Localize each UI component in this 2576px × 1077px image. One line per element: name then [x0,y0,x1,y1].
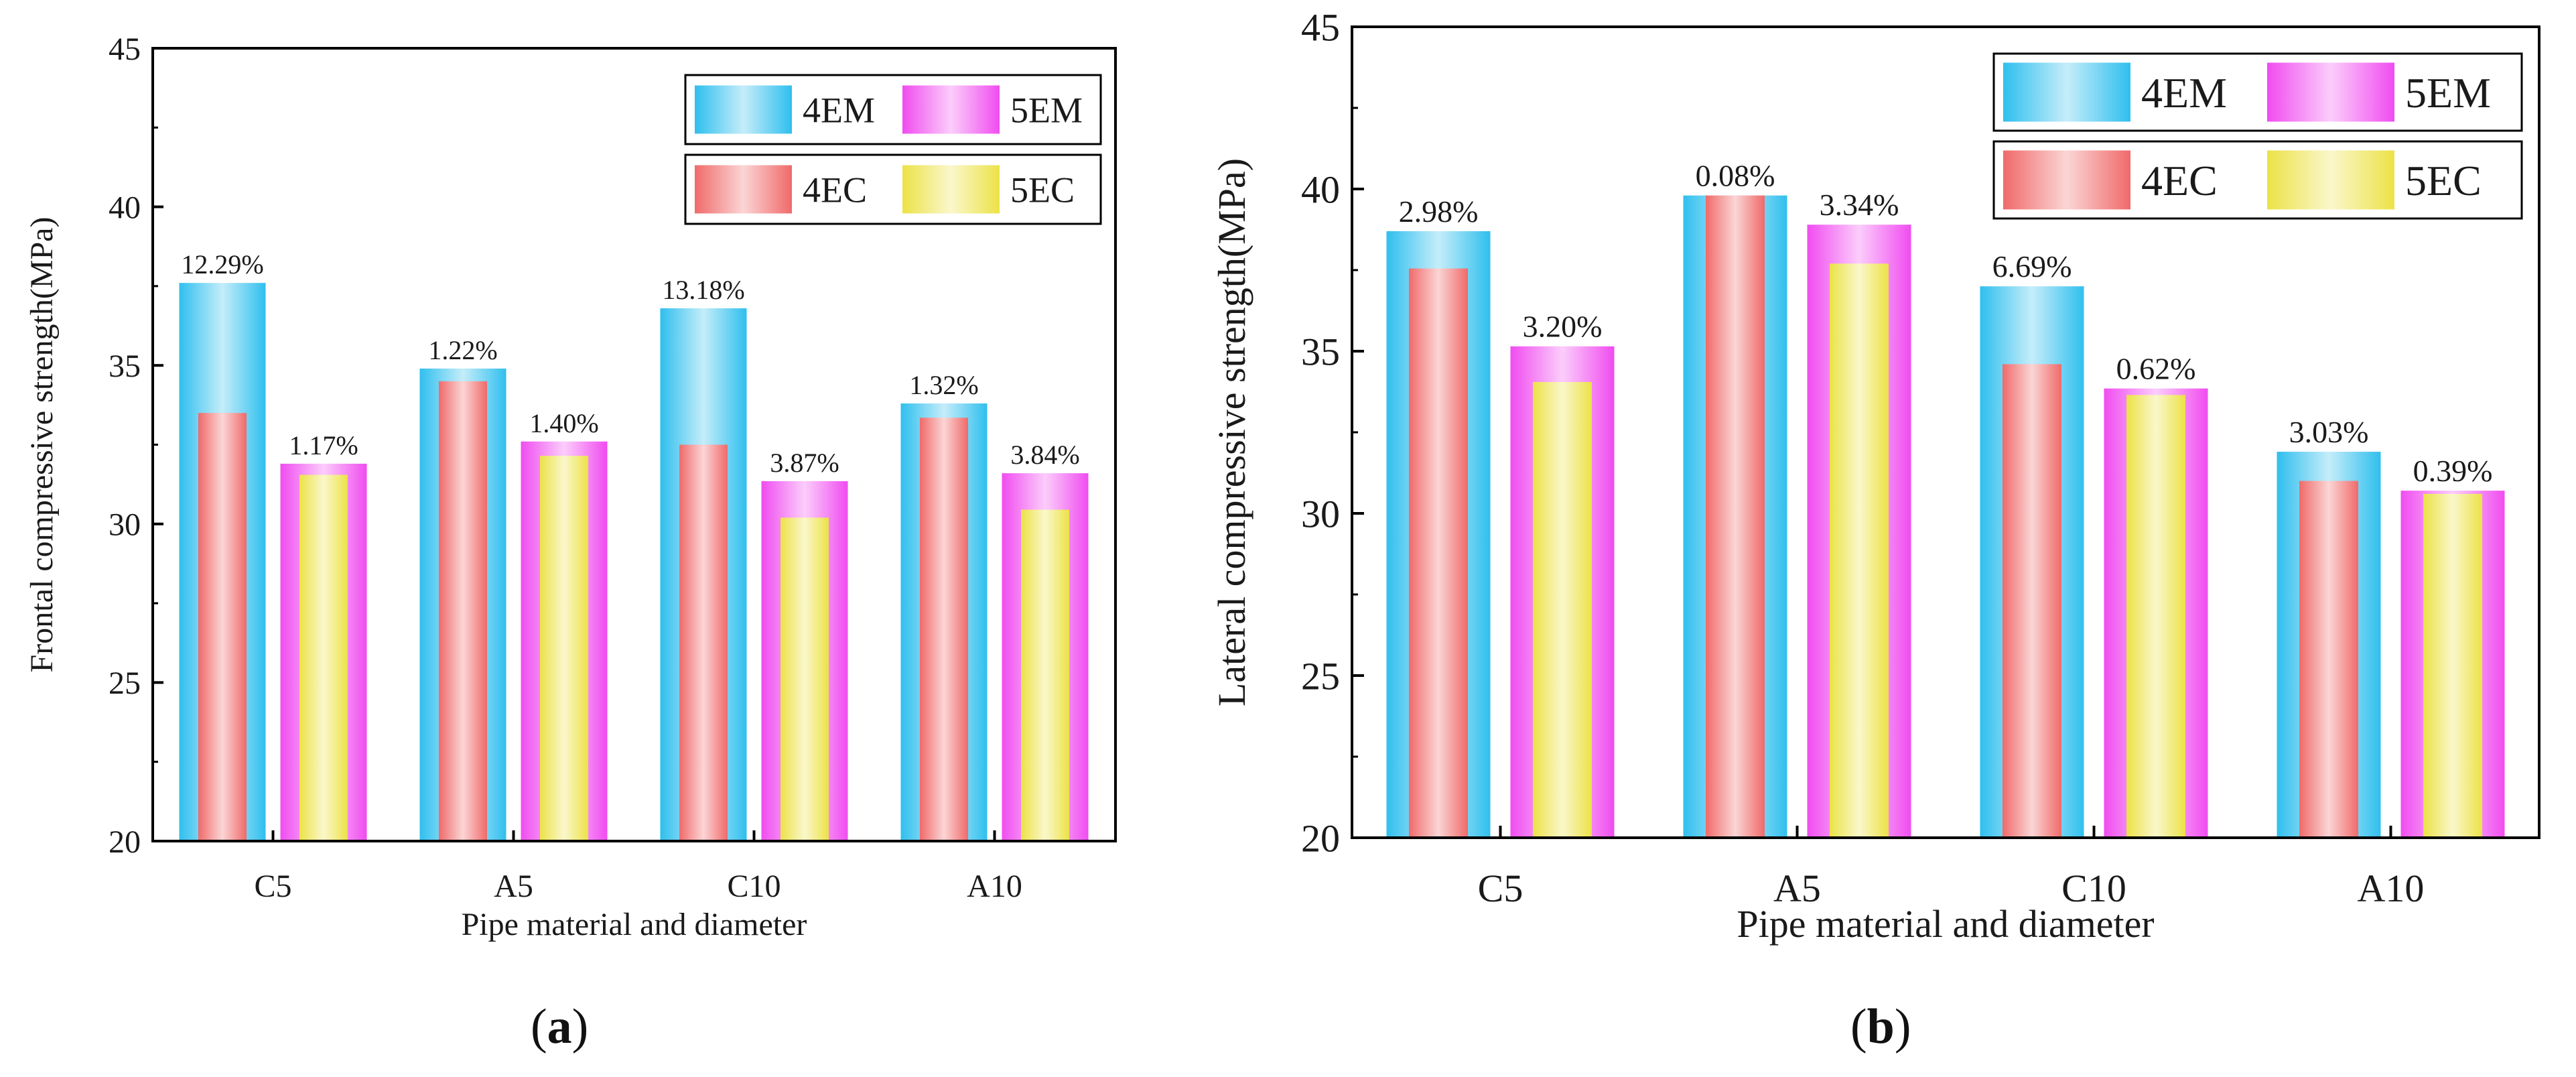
legend-label-4EC: 4EC [803,170,867,210]
legend-swatch-5EC [2267,150,2394,210]
caption-a-label: a [547,999,572,1054]
x-tick-label-A10: A10 [967,869,1022,904]
bar-C5-5EC [1533,381,1592,838]
bar-A5-5EC [540,456,588,841]
data-label-A10-4EM: 3.03% [2289,415,2369,449]
bar-A10-4EC [2299,481,2358,838]
bar-C5-4EC [198,413,247,841]
y-tick-label-35: 35 [1301,330,1340,373]
bar-A10-5EC [1021,509,1069,841]
y-tick-label-40: 40 [109,190,141,225]
bar-C10-4EC [2003,364,2061,838]
y-axis: 20 25 30 35 40 45 [109,31,163,860]
data-label-A5-5EM: 1.40% [529,408,598,438]
bar-A10-5EC [2423,493,2482,838]
x-axis-title: Pipe material and diameter [1737,902,2154,946]
y-axis: 20 25 30 35 40 45 [1301,5,1364,860]
y-tick-label-40: 40 [1301,168,1340,211]
caption-a: (a) [531,999,589,1054]
y-tick-label-30: 30 [109,507,141,543]
data-label-C10-4EM: 6.69% [1992,249,2072,283]
data-label-C10-5EM: 0.62% [2116,352,2196,386]
caption-b: (b) [1850,999,1911,1054]
legend: 4EM 5EM 4EC 5EC [684,74,1102,225]
data-label-A5-5EM: 3.34% [1820,188,1899,222]
x-tick-label-C5: C5 [254,869,291,904]
legend-label-4EM: 4EM [803,90,875,130]
bar-A5-5EC [1830,263,1889,838]
x-tick-label-A10: A10 [2358,867,2425,910]
x-tick-label-C5: C5 [1478,867,1523,910]
x-tick-label-A5: A5 [494,869,533,904]
bar-C10-4EC [679,444,728,841]
legend-swatch-5EM [2267,62,2394,122]
legend-label-5EM: 5EM [2405,69,2491,117]
legend-label-5EC: 5EC [2405,157,2482,204]
data-label-C10-5EM: 3.87% [770,448,839,478]
data-label-A5-4EM: 0.08% [1696,159,1775,193]
data-label-C5-5EM: 3.20% [1523,310,1603,344]
y-tick-label-45: 45 [109,31,141,67]
y-tick-label-30: 30 [1301,492,1340,535]
chart-a: 12.29% 1.17% 1.22% 1.40% 13.18% 3.87% 1.32% 3.8… [24,31,1117,942]
legend-swatch-5EM [902,85,1000,134]
y-tick-label-25: 25 [1301,654,1340,698]
legend-label-5EM: 5EM [1010,90,1083,130]
legend-label-4EC: 4EC [2141,157,2218,204]
bar-C5-5EC [299,474,348,841]
bars [1386,195,2505,838]
y-tick-label-45: 45 [1301,5,1340,49]
chart-b: 2.98% 3.20% 0.08% 3.34% 6.69% 0.62% 3.03% 0.39%… [1210,5,2540,946]
legend-label-4EM: 4EM [2141,69,2227,117]
data-labels: 12.29% 1.17% 1.22% 1.40% 13.18% 3.87% 1.32% 3.8… [181,249,1079,478]
caption-b-label: b [1867,999,1895,1054]
legend-swatch-4EC [2003,150,2130,210]
bars [179,283,1089,842]
x-axis: C5 A5 C10 A10 [254,830,1022,904]
bar-C10-5EC [2126,395,2185,838]
y-tick-label-20: 20 [1301,816,1340,860]
bar-A10-4EC [920,418,968,841]
legend-swatch-5EC [902,165,1000,214]
y-tick-label-20: 20 [109,824,141,860]
x-tick-label-C10: C10 [727,869,781,904]
bar-A5-4EC [439,381,487,841]
y-tick-label-35: 35 [109,349,141,384]
legend: 4EM 5EM 4EC 5EC [1992,52,2523,220]
legend-label-5EC: 5EC [1010,170,1075,210]
legend-swatch-4EM [2003,62,2130,122]
data-label-A10-5EM: 0.39% [2413,454,2493,488]
data-labels: 2.98% 3.20% 0.08% 3.34% 6.69% 0.62% 3.03% 0.39% [1399,159,2493,488]
bar-C10-5EC [781,517,829,841]
bar-C5-4EC [1409,268,1468,838]
data-label-A10-4EM: 1.32% [909,370,978,400]
data-label-C5-5EM: 1.17% [289,430,358,460]
data-label-C10-4EM: 13.18% [662,275,744,305]
y-tick-label-25: 25 [109,666,141,701]
y-axis-title: Lateral compressive strength(MPa) [1210,158,1253,706]
x-axis-title: Pipe material and diameter [462,907,807,942]
x-axis: C5 A5 C10 A10 [1478,826,2425,910]
legend-swatch-4EC [695,165,792,214]
bar-A5-4EC [1706,195,1765,838]
data-label-C5-4EM: 12.29% [181,249,263,279]
data-label-A5-4EM: 1.22% [428,335,497,365]
y-axis-title: Frontal compressive strength(MPa) [24,217,60,673]
data-label-C5-4EM: 2.98% [1399,194,1479,229]
legend-swatch-4EM [695,85,792,134]
x-tick-label-C10: C10 [2061,867,2126,910]
data-label-A10-5EM: 3.84% [1010,440,1079,470]
x-tick-label-A5: A5 [1773,867,1821,910]
